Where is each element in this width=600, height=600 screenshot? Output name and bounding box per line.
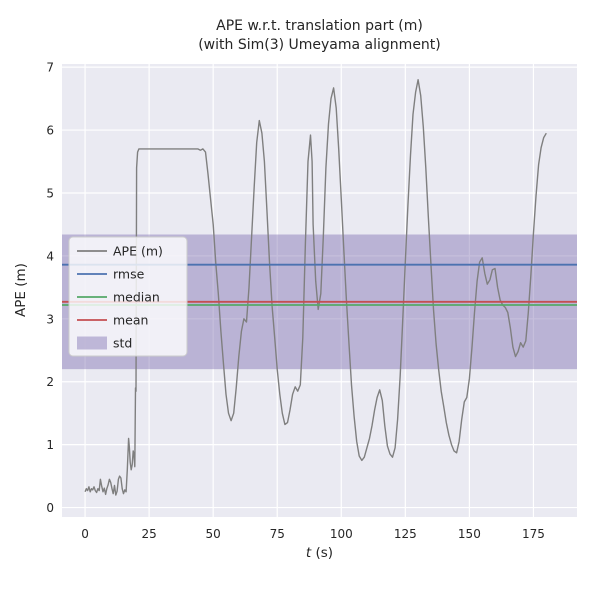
legend-label: std [113, 335, 132, 350]
xtick-label: 75 [270, 527, 285, 541]
legend-label: median [113, 289, 160, 304]
xtick-label: 125 [394, 527, 417, 541]
x-axis-label-var: t [305, 545, 312, 561]
xtick-label: 175 [522, 527, 545, 541]
legend-label: rmse [113, 266, 145, 281]
xtick-label: 50 [206, 527, 221, 541]
xtick-label: 0 [81, 527, 89, 541]
legend-sample-std [77, 336, 107, 350]
ytick-label: 0 [46, 501, 54, 515]
xtick-label: 25 [141, 527, 156, 541]
legend-label: mean [113, 312, 148, 327]
legend: APE (m) rmse median mean std [68, 236, 188, 357]
ytick-label: 2 [46, 375, 54, 389]
y-axis-label: APE (m) [13, 263, 29, 317]
x-axis-label: t (s) [62, 545, 577, 561]
ytick-label: 4 [46, 249, 54, 263]
legend-box [68, 236, 188, 357]
xtick-label: 100 [330, 527, 353, 541]
ytick-label: 5 [46, 186, 54, 200]
chart-title-line1: APE w.r.t. translation part (m) [216, 18, 423, 34]
chart-title-line2: (with Sim(3) Umeyama alignment) [198, 37, 441, 53]
chart-title: APE w.r.t. translation part (m) (with Si… [62, 17, 577, 55]
ytick-label: 1 [46, 438, 54, 452]
ytick-label: 6 [46, 124, 54, 138]
ape-line [84, 78, 547, 496]
ytick-label: 3 [46, 312, 54, 326]
ytick-label: 7 [46, 61, 54, 75]
xtick-label: 150 [458, 527, 481, 541]
x-axis-label-unit: (s) [311, 545, 334, 561]
legend-label: APE (m) [113, 243, 163, 258]
